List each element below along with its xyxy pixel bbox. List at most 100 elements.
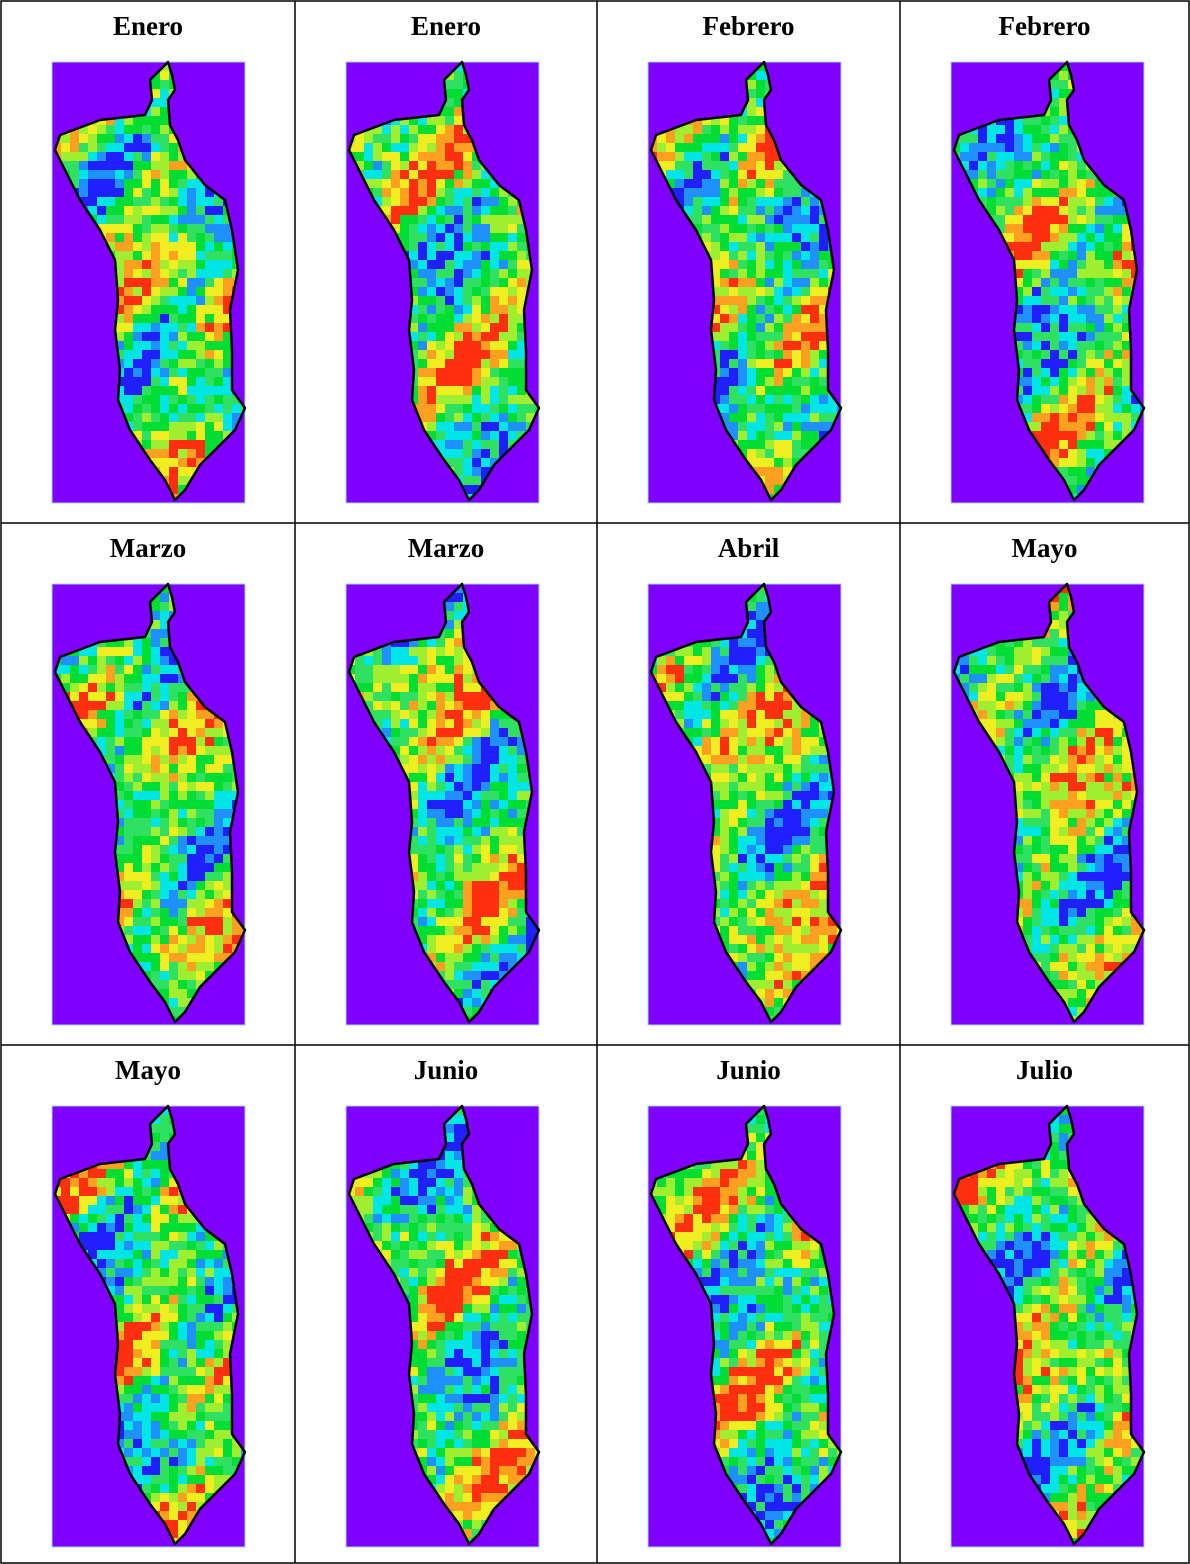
map-cell xyxy=(1113,404,1122,413)
map-cell xyxy=(729,323,738,332)
map-cell xyxy=(738,260,747,269)
map-cell xyxy=(382,152,391,161)
map-cell xyxy=(729,161,738,170)
map-cell xyxy=(472,350,481,359)
map-cell xyxy=(720,188,729,197)
map-cell xyxy=(1023,188,1032,197)
map-cell xyxy=(1050,107,1059,116)
map-cell xyxy=(169,755,178,764)
map-cell xyxy=(765,188,774,197)
map-cell xyxy=(400,161,409,170)
map-cell xyxy=(1068,449,1077,458)
map-cell xyxy=(472,449,481,458)
map-cell xyxy=(133,179,142,188)
map-cell xyxy=(1059,242,1068,251)
map-cell xyxy=(1113,431,1122,440)
map-cell xyxy=(427,269,436,278)
map-cell xyxy=(88,197,97,206)
map-cell xyxy=(720,377,729,386)
map-cell xyxy=(1041,143,1050,152)
map-cell xyxy=(1104,197,1113,206)
map-cell xyxy=(508,341,517,350)
map-cell xyxy=(1113,413,1122,422)
map-cell xyxy=(765,242,774,251)
map-cell xyxy=(124,224,133,233)
map-cell xyxy=(1068,368,1077,377)
map-cell xyxy=(169,179,178,188)
map xyxy=(52,584,250,1025)
map-cell xyxy=(427,341,436,350)
map-cell xyxy=(169,305,178,314)
map-cell xyxy=(445,368,454,377)
map-cell xyxy=(187,773,196,782)
map-cell xyxy=(160,251,169,260)
map-cell xyxy=(481,188,490,197)
map-cell xyxy=(205,827,214,836)
map-cell xyxy=(765,179,774,188)
map-cell xyxy=(1032,215,1041,224)
map-cell xyxy=(214,287,223,296)
map-cell xyxy=(801,287,810,296)
map-cell xyxy=(463,386,472,395)
map-cell xyxy=(205,278,214,287)
map-cell xyxy=(409,125,418,134)
map-cell xyxy=(978,161,987,170)
map-cell xyxy=(427,377,436,386)
map-cell xyxy=(1086,413,1095,422)
map-cell xyxy=(747,386,756,395)
map-cell xyxy=(702,206,711,215)
map-cell xyxy=(151,764,160,773)
map-cell xyxy=(418,161,427,170)
map-cell xyxy=(765,359,774,368)
map-cell xyxy=(1023,278,1032,287)
map-cell xyxy=(765,440,774,449)
map-cell xyxy=(987,152,996,161)
map-cell xyxy=(765,422,774,431)
map-cell xyxy=(142,251,151,260)
map-cell xyxy=(436,413,445,422)
map-cell xyxy=(79,134,88,143)
map-cell xyxy=(88,161,97,170)
map-cell xyxy=(142,791,151,800)
map-cell xyxy=(454,287,463,296)
map-cell xyxy=(1104,422,1113,431)
map-cell xyxy=(1023,368,1032,377)
map-cell xyxy=(169,692,178,701)
map-cell xyxy=(169,827,178,836)
map-cell xyxy=(187,242,196,251)
map-cell xyxy=(142,665,151,674)
map-cell xyxy=(436,377,445,386)
map-cell xyxy=(178,269,187,278)
map-cell xyxy=(765,269,774,278)
map-cell xyxy=(720,233,729,242)
map-cell xyxy=(223,791,232,800)
map-cell xyxy=(1023,386,1032,395)
map-cell xyxy=(214,269,223,278)
map-cell xyxy=(151,260,160,269)
map-cell xyxy=(1104,413,1113,422)
map-cell xyxy=(187,377,196,386)
map-cell xyxy=(178,440,187,449)
map-cell xyxy=(436,422,445,431)
map-cell xyxy=(756,287,765,296)
map-cell xyxy=(1104,359,1113,368)
map-cell xyxy=(765,413,774,422)
map-cell xyxy=(205,332,214,341)
map-cell xyxy=(499,233,508,242)
map-cell xyxy=(463,287,472,296)
map-cell xyxy=(1041,296,1050,305)
map-cell xyxy=(517,377,526,386)
map-cell xyxy=(810,296,819,305)
map-cell xyxy=(499,305,508,314)
map-cell xyxy=(133,692,142,701)
map-cell xyxy=(792,332,801,341)
map-cell xyxy=(160,395,169,404)
map-cell xyxy=(1122,359,1131,368)
map-cell xyxy=(124,206,133,215)
map-cell xyxy=(702,188,711,197)
map-cell xyxy=(1104,296,1113,305)
map-cell xyxy=(427,296,436,305)
map-cell xyxy=(765,386,774,395)
map-cell xyxy=(445,422,454,431)
map-cell xyxy=(1086,269,1095,278)
